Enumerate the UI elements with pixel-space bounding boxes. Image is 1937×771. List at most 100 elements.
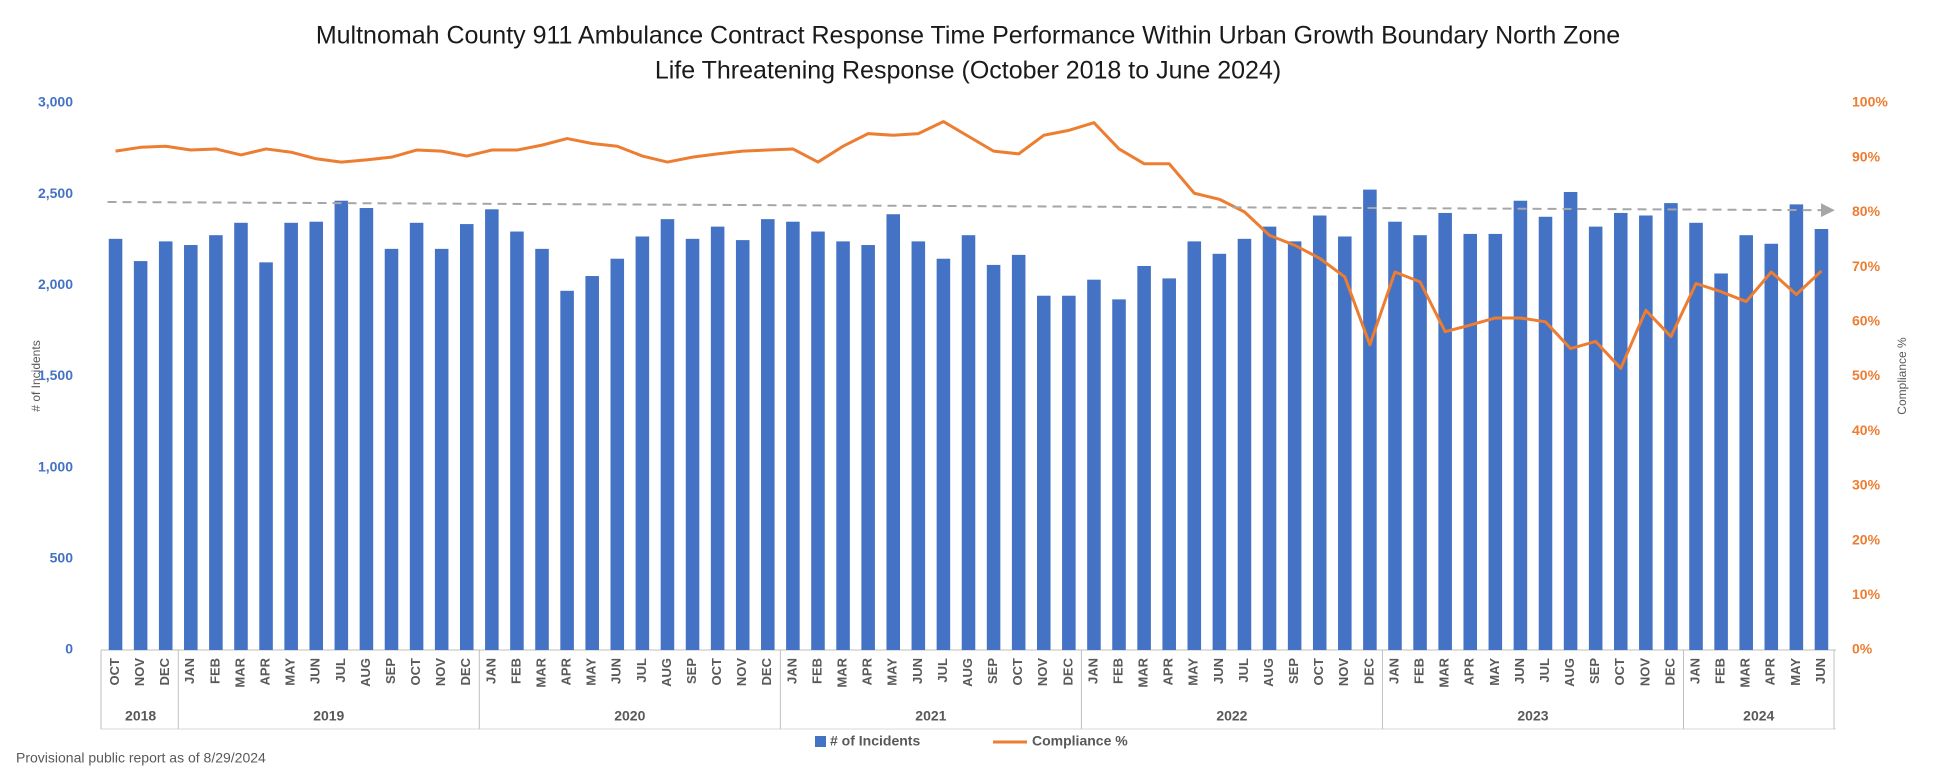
- x-tick-label: JAN: [1085, 658, 1100, 684]
- bar: [986, 264, 1001, 650]
- bar: [911, 241, 926, 651]
- x-tick-label: DEC: [458, 657, 473, 685]
- x-tick-label: DEC: [1361, 657, 1376, 685]
- x-tick-label: JUL: [935, 658, 950, 683]
- x-tick-label: JAN: [1687, 658, 1702, 684]
- y-tick-label: 2,000: [38, 276, 73, 292]
- y2-tick-label: 20%: [1852, 531, 1881, 547]
- bar: [535, 248, 549, 650]
- x-tick-label: DEC: [1060, 657, 1075, 685]
- x-tick-label: NOV: [433, 658, 448, 687]
- x-tick-label: FEB: [1713, 658, 1728, 684]
- y-tick-label: 500: [50, 550, 74, 566]
- year-label: 2018: [125, 708, 156, 724]
- bar: [284, 222, 298, 650]
- x-tick-label: APR: [860, 657, 875, 685]
- x-tick-label: AUG: [1261, 658, 1276, 687]
- x-tick-label: JUL: [1236, 658, 1251, 683]
- bar: [685, 238, 700, 651]
- bar: [585, 276, 599, 650]
- x-tick-label: MAR: [533, 657, 548, 687]
- y-tick-label: 3,000: [38, 94, 73, 110]
- x-tick-label: JUN: [609, 658, 624, 684]
- chart-subtitle: Life Threatening Response (October 2018 …: [655, 57, 1281, 85]
- bar: [434, 248, 449, 650]
- x-tick-label: AUG: [1562, 658, 1577, 687]
- x-tick-label: NOV: [1336, 658, 1351, 687]
- x-tick-label: NOV: [1637, 658, 1652, 687]
- x-tick-label: MAY: [885, 658, 900, 686]
- bar: [1112, 299, 1126, 650]
- x-tick-label: AUG: [358, 658, 373, 687]
- bar: [409, 222, 424, 650]
- bar: [459, 224, 474, 650]
- x-tick-label: MAY: [1186, 658, 1201, 686]
- bar: [836, 241, 850, 651]
- bar: [1212, 253, 1227, 650]
- x-tick-label: MAY: [1487, 658, 1502, 686]
- bar: [1262, 226, 1277, 650]
- bar: [660, 219, 675, 650]
- bar: [1789, 204, 1804, 651]
- bar: [610, 258, 625, 650]
- y2-tick-label: 90%: [1852, 148, 1881, 164]
- x-tick-label: OCT: [107, 658, 122, 686]
- x-tick-label: OCT: [1010, 658, 1025, 686]
- bar: [811, 231, 825, 651]
- bar: [1287, 241, 1302, 651]
- x-tick-label: OCT: [1311, 658, 1326, 686]
- y-tick-label: 1,000: [38, 458, 73, 474]
- bar: [961, 235, 976, 651]
- bar: [1137, 266, 1151, 650]
- y2-tick-label: 100%: [1852, 94, 1888, 110]
- bar: [1413, 235, 1427, 651]
- y2-axis-title: Compliance %: [1895, 337, 1909, 415]
- bar: [1312, 215, 1327, 650]
- legend-label: # of Incidents: [830, 733, 920, 749]
- year-label: 2020: [614, 708, 645, 724]
- x-tick-label: APR: [1462, 657, 1477, 685]
- bar: [1187, 241, 1202, 651]
- bar: [1613, 212, 1628, 650]
- x-tick-label: MAR: [1738, 657, 1753, 687]
- x-tick-label: JAN: [483, 658, 498, 684]
- y2-tick-label: 10%: [1852, 586, 1881, 602]
- x-tick-label: NOV: [132, 658, 147, 687]
- x-tick-label: APR: [559, 657, 574, 685]
- bar: [510, 231, 524, 651]
- x-tick-label: SEP: [1286, 658, 1301, 684]
- reference-line: [107, 201, 1835, 218]
- bar: [635, 236, 650, 650]
- footnote: Provisional public report as of 8/29/202…: [16, 750, 266, 766]
- bar: [1162, 278, 1176, 650]
- bar: [309, 221, 324, 650]
- y-axis-title: # of Incidents: [29, 340, 43, 411]
- x-tick-label: APR: [1763, 657, 1778, 685]
- x-tick-label: JAN: [182, 658, 197, 684]
- x-tick-label: MAR: [1136, 657, 1151, 687]
- x-tick-label: NOV: [734, 658, 749, 687]
- y2-tick-label: 0%: [1852, 641, 1873, 657]
- x-tick-label: JUN: [910, 658, 925, 684]
- bar: [1764, 243, 1779, 650]
- bar: [1814, 228, 1829, 650]
- x-tick-label: MAY: [283, 658, 298, 686]
- x-tick-label: SEP: [985, 658, 1000, 684]
- x-tick-label: FEB: [809, 658, 824, 684]
- x-tick-label: JUN: [1211, 658, 1226, 684]
- bar: [1739, 235, 1753, 651]
- x-tick-label: JUN: [1813, 658, 1828, 684]
- legend-swatch: [815, 736, 826, 747]
- bar: [1388, 221, 1402, 650]
- y2-tick-label: 80%: [1852, 203, 1881, 219]
- bar: [1011, 254, 1026, 650]
- bar: [209, 235, 223, 651]
- x-tick-label: AUG: [960, 658, 975, 687]
- x-tick-label: NOV: [1035, 658, 1050, 687]
- bar: [1438, 212, 1452, 650]
- bar: [1062, 295, 1076, 650]
- x-tick-label: SEP: [1587, 658, 1602, 684]
- bar: [1363, 189, 1377, 650]
- x-tick-label: MAY: [584, 658, 599, 686]
